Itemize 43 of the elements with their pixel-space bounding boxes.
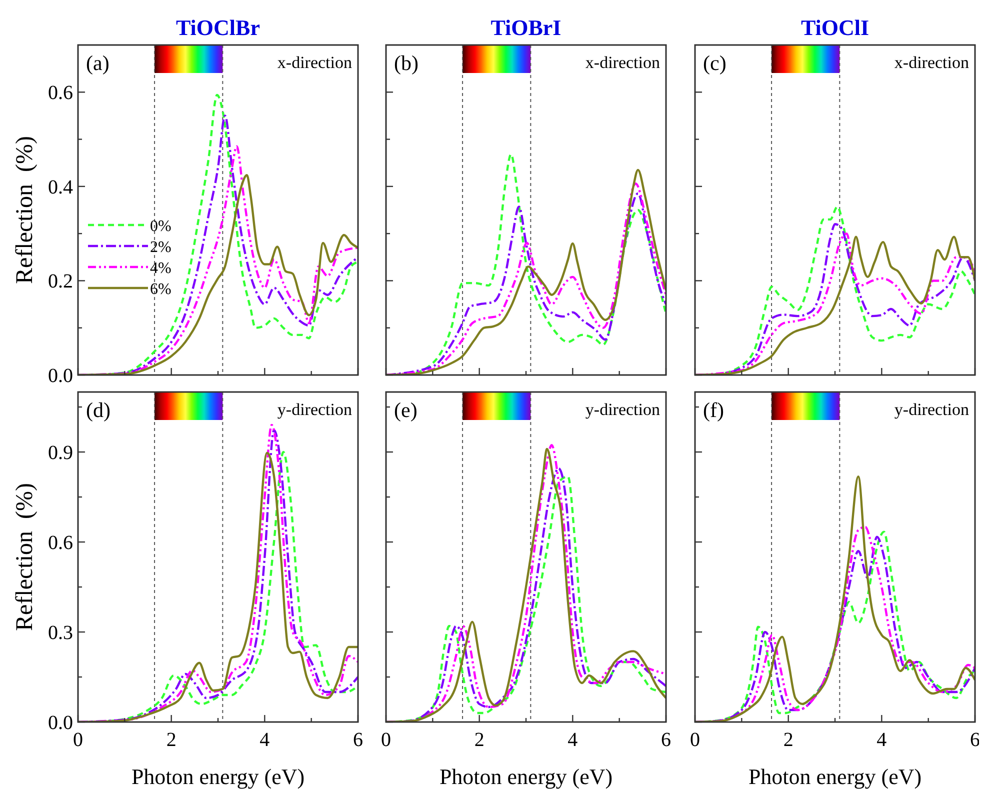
x-tick-label: 0: [73, 729, 83, 751]
legend-label: 2%: [150, 239, 172, 256]
x-tick-label: 4: [568, 729, 578, 751]
x-tick-label: 2: [474, 729, 484, 751]
chart-title: TiOBrI: [490, 15, 562, 40]
y-tick-label: 0.3: [48, 622, 73, 644]
annotation: y-direction: [277, 400, 352, 419]
y-tick-label: 0.6: [48, 82, 73, 104]
y-tick-label: 0.9: [48, 442, 73, 464]
x-tick-label: 2: [166, 729, 176, 751]
x-tick-label: 4: [876, 729, 887, 751]
y-tick-label: 0.2: [48, 270, 73, 293]
x-tick-label: 0: [690, 729, 700, 751]
annotation: x-direction: [894, 53, 970, 72]
y-tick-label: 0.4: [48, 176, 73, 198]
chart-title: TiOClI: [800, 15, 870, 40]
x-axis-title: Photon energy (eV): [748, 764, 922, 789]
annotation: y-direction: [894, 400, 970, 419]
annotation: x-direction: [277, 53, 352, 72]
x-tick-label: 0: [381, 729, 391, 751]
annotation: y-direction: [585, 400, 660, 419]
y-tick-label: 0.0: [48, 365, 73, 387]
x-tick-label: 2: [783, 729, 794, 751]
annotation: x-direction: [585, 53, 660, 72]
y-tick-label: 0.6: [48, 532, 73, 554]
annotation: (a): [86, 51, 110, 75]
annotation: (f): [703, 398, 724, 422]
legend-label: 4%: [150, 260, 172, 277]
y-axis-title: Reflection (%): [12, 136, 38, 284]
x-tick-label: 4: [260, 729, 270, 751]
legend-label: 0%: [150, 218, 172, 235]
x-tick-label: 6: [661, 729, 671, 751]
x-tick-label: 6: [353, 729, 363, 751]
x-axis-title: Photon energy (eV): [439, 764, 613, 789]
annotation: (e): [394, 398, 418, 422]
x-axis-title: Photon energy (eV): [131, 764, 305, 789]
chart-title: TiOClBr: [176, 15, 260, 40]
y-axis-title: Reflection (%): [12, 483, 38, 631]
legend-label: 6%: [150, 281, 172, 298]
annotation: (d): [86, 398, 110, 422]
annotation: (c): [703, 51, 726, 75]
y-tick-label: 0.0: [48, 712, 73, 734]
annotation: (b): [394, 51, 418, 75]
